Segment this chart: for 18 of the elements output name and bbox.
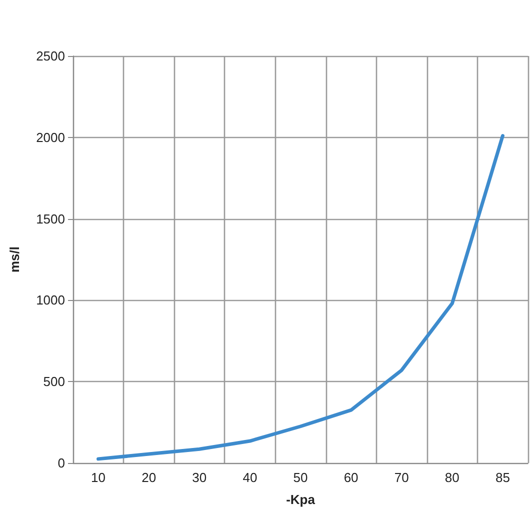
x-tick-label: 20 — [142, 470, 156, 485]
x-tick-label: 80 — [444, 470, 460, 485]
y-tick-label: 500 — [43, 374, 65, 390]
y-tick-label: 2000 — [36, 130, 65, 145]
y-tick-label: 0 — [58, 456, 65, 470]
y-tick-label: 2500 — [36, 48, 65, 64]
x-tick-label: 85 — [495, 470, 510, 485]
x-tick-label: 50 — [293, 470, 308, 485]
y-axis-title: ms/l — [7, 246, 22, 273]
y-tick-label: 1500 — [36, 211, 65, 226]
x-axis-title: -Kpa — [286, 492, 316, 507]
line-series — [96, 134, 504, 461]
x-tick-label: 70 — [394, 470, 409, 485]
y-tick-label: 1000 — [36, 292, 65, 308]
x-tick-label: 30 — [192, 470, 207, 485]
x-tick-label: 40 — [242, 470, 258, 485]
x-tick-label: 10 — [91, 470, 106, 485]
x-tick-label: 60 — [344, 470, 358, 485]
